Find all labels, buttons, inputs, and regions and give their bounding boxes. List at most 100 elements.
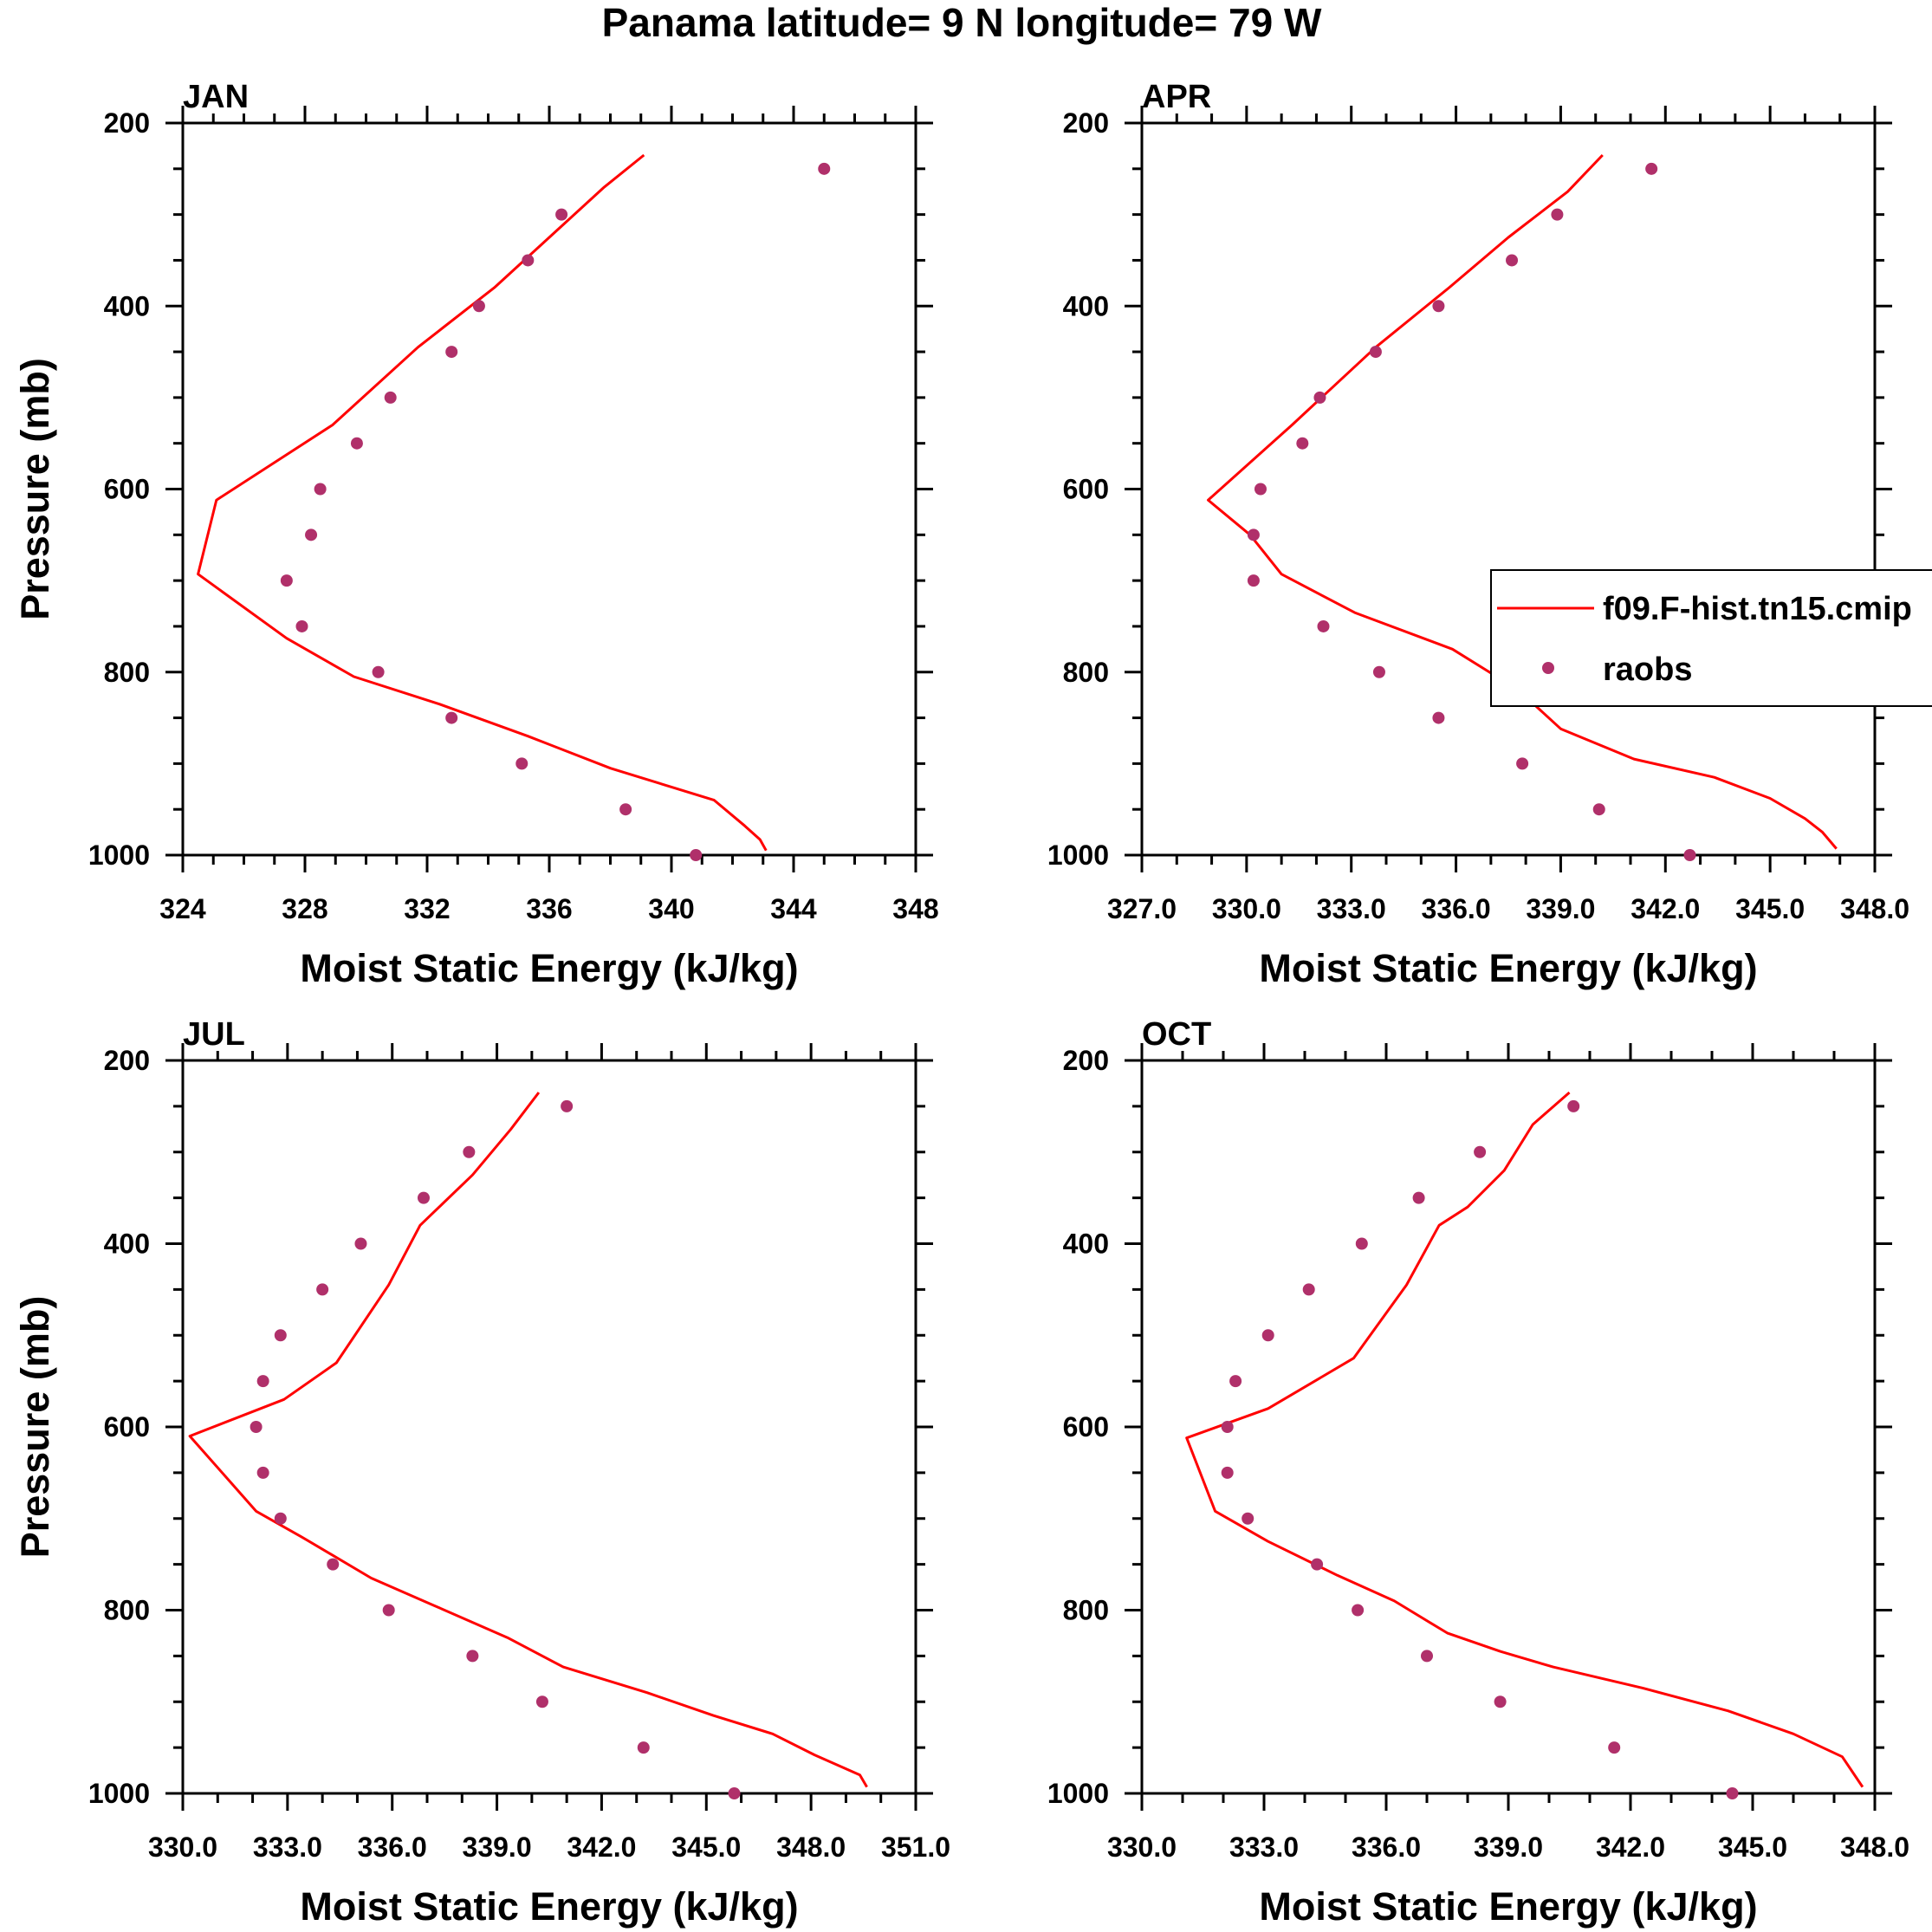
model-line-jan: [197, 153, 768, 852]
x-tick-label-jul: 351.0: [881, 1832, 950, 1863]
legend-marker-swatch: [1542, 662, 1554, 674]
y-tick-label-apr: 800: [1063, 657, 1109, 688]
obs-point-jul: [535, 1695, 548, 1708]
obs-point-apr: [1592, 803, 1605, 816]
obs-point-jul: [327, 1558, 340, 1571]
x-tick-label-jan: 324: [159, 893, 206, 924]
obs-point-jul: [256, 1375, 269, 1388]
x-tick-label-oct: 336.0: [1352, 1832, 1421, 1863]
x-tick-label-jan: 348: [892, 893, 938, 924]
obs-point-jul: [463, 1145, 476, 1158]
x-tick-label-apr: 330.0: [1212, 893, 1281, 924]
y-axis-label-jul: Pressure (mb): [13, 1296, 57, 1559]
x-tick-label-oct: 345.0: [1718, 1832, 1787, 1863]
ticks-jul: [165, 1043, 933, 1811]
y-tick-label-apr: 1000: [1047, 840, 1109, 871]
x-tick-label-jan: 344: [770, 893, 817, 924]
x-tick-label-jul: 336.0: [358, 1832, 427, 1863]
obs-point-apr: [1516, 757, 1529, 770]
obs-point-jul: [256, 1466, 269, 1479]
obs-point-jan: [372, 665, 385, 678]
obs-point-apr: [1317, 619, 1330, 632]
y-tick-label-jul: 400: [104, 1229, 150, 1260]
y-tick-label-oct: 400: [1063, 1229, 1109, 1260]
obs-point-oct: [1221, 1466, 1234, 1479]
x-axis-label-oct: Moist Static Energy (kJ/kg): [1259, 1884, 1757, 1929]
obs-point-oct: [1221, 1421, 1234, 1433]
obs-point-jul: [274, 1512, 287, 1525]
ticks-jan: [165, 106, 933, 872]
x-tick-label-jul: 330.0: [148, 1832, 217, 1863]
obs-point-oct: [1242, 1512, 1255, 1525]
obs-point-jul: [561, 1099, 574, 1112]
obs-point-jan: [472, 300, 485, 313]
x-tick-label-jul: 333.0: [253, 1832, 322, 1863]
obs-point-oct: [1352, 1604, 1365, 1617]
obs-point-oct: [1494, 1695, 1507, 1708]
obs-point-oct: [1474, 1145, 1487, 1158]
obs-point-jan: [350, 437, 363, 450]
x-tick-label-apr: 348.0: [1840, 893, 1909, 924]
plot-frame-jul: [181, 1059, 917, 1795]
obs-point-jul: [316, 1283, 329, 1296]
y-tick-label-jan: 800: [104, 657, 150, 688]
obs-point-jan: [280, 574, 293, 587]
panel-title-jan: JAN: [183, 79, 249, 115]
obs-point-oct: [1726, 1787, 1739, 1799]
obs-point-apr: [1683, 849, 1696, 861]
obs-point-jul: [637, 1741, 650, 1754]
model-line-oct: [1185, 1091, 1864, 1788]
x-tick-label-apr: 345.0: [1735, 893, 1805, 924]
obs-point-oct: [1355, 1237, 1368, 1250]
obs-point-apr: [1372, 665, 1385, 678]
y-tick-label-jan: 400: [104, 290, 150, 321]
obs-point-jan: [314, 483, 327, 496]
y-tick-label-apr: 200: [1063, 107, 1109, 139]
obs-point-apr: [1247, 528, 1260, 541]
y-axis-label-jan: Pressure (mb): [13, 358, 57, 620]
obs-point-apr: [1296, 437, 1309, 450]
obs-point-oct: [1261, 1329, 1274, 1342]
x-tick-label-apr: 336.0: [1422, 893, 1491, 924]
obs-point-apr: [1313, 391, 1326, 404]
obs-point-jan: [384, 391, 397, 404]
obs-point-jan: [305, 528, 318, 541]
panel-title-jul: JUL: [183, 1016, 245, 1053]
obs-point-jul: [250, 1421, 263, 1433]
ticks-oct: [1125, 1043, 1892, 1811]
obs-point-oct: [1421, 1650, 1433, 1663]
obs-point-apr: [1254, 483, 1267, 496]
x-tick-label-oct: 342.0: [1596, 1832, 1665, 1863]
obs-point-jan: [818, 162, 831, 175]
obs-point-oct: [1302, 1283, 1315, 1296]
obs-point-jul: [382, 1604, 395, 1617]
y-tick-label-jul: 800: [104, 1595, 150, 1626]
obs-point-oct: [1608, 1741, 1621, 1754]
x-tick-label-apr: 342.0: [1631, 893, 1700, 924]
obs-point-jan: [555, 208, 568, 221]
x-tick-label-jul: 348.0: [776, 1832, 846, 1863]
obs-point-apr: [1551, 208, 1564, 221]
obs-point-apr: [1432, 300, 1445, 313]
obs-point-oct: [1311, 1558, 1324, 1571]
y-tick-label-jul: 600: [104, 1411, 150, 1443]
obs-point-jan: [445, 711, 458, 724]
x-axis-label-jul: Moist Static Energy (kJ/kg): [300, 1884, 798, 1929]
obs-point-apr: [1247, 574, 1260, 587]
y-tick-label-oct: 1000: [1047, 1778, 1109, 1809]
legend: f09.F-hist.tn15.cmip raobs: [1490, 569, 1932, 707]
legend-entry-obs: raobs: [1603, 652, 1692, 688]
obs-point-oct: [1567, 1099, 1580, 1112]
y-tick-label-jul: 200: [104, 1045, 150, 1076]
x-tick-label-oct: 348.0: [1840, 1832, 1909, 1863]
y-tick-label-oct: 200: [1063, 1045, 1109, 1076]
obs-point-jul: [274, 1329, 287, 1342]
model-line-apr: [1207, 153, 1838, 850]
legend-entry-model: f09.F-hist.tn15.cmip: [1603, 591, 1912, 627]
x-tick-label-jul: 339.0: [463, 1832, 532, 1863]
x-tick-label-oct: 339.0: [1474, 1832, 1543, 1863]
figure-title: Panama latitude= 9 N longitude= 79 W: [602, 0, 1322, 45]
plot-frame-oct: [1140, 1059, 1877, 1795]
obs-point-jan: [619, 803, 632, 816]
